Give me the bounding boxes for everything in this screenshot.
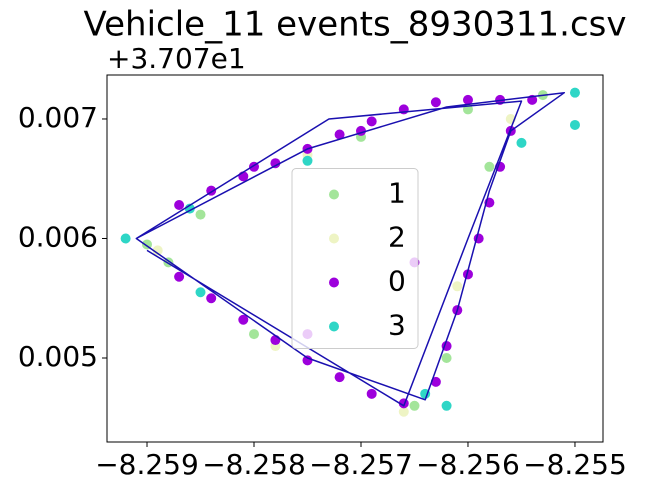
scatter-point — [270, 158, 281, 169]
track-line — [135, 91, 566, 407]
scatter-point — [366, 388, 377, 399]
scatter-point — [569, 87, 580, 98]
scatter-point — [409, 400, 420, 411]
scatter-point — [120, 233, 131, 244]
legend-marker — [329, 277, 339, 288]
scatter-point — [452, 281, 463, 292]
y-tick-label: 0.007 — [18, 101, 98, 134]
scatter-point — [206, 293, 217, 304]
legend-label: 1 — [388, 177, 406, 210]
x-tick-label: −8.256 — [416, 448, 520, 481]
scatter-point — [430, 376, 441, 387]
scatter-point — [462, 269, 473, 280]
scatter-point — [516, 137, 527, 148]
legend-box — [291, 168, 419, 349]
scatter-point — [152, 245, 163, 256]
x-tick-label: −8.258 — [202, 448, 306, 481]
scatter-point — [174, 200, 185, 211]
scatter-point — [334, 129, 345, 140]
y-offset-label: +3.707e1 — [107, 42, 246, 75]
scatter-point — [270, 335, 281, 346]
legend-marker — [329, 189, 339, 200]
scatter-point — [302, 355, 313, 366]
scatter-point — [441, 352, 452, 363]
x-tick-label: −8.259 — [95, 448, 199, 481]
chart-title: Vehicle_11 events_8930311.csv — [84, 5, 627, 45]
scatter-point — [569, 119, 580, 130]
legend-label: 3 — [388, 309, 406, 342]
legend-marker — [329, 321, 339, 332]
axes-frame — [106, 74, 604, 443]
scatter-point — [462, 94, 473, 105]
y-tick-label: 0.006 — [18, 220, 98, 253]
scatter-point — [249, 329, 260, 340]
legend-label: 2 — [388, 221, 406, 254]
y-tick-label: 0.005 — [18, 340, 98, 373]
scatter-point — [195, 287, 206, 298]
legend-label: 0 — [388, 265, 406, 298]
scatter-point — [334, 372, 345, 383]
scatter-point — [238, 314, 249, 325]
scatter-point — [484, 161, 495, 172]
scatter-point — [195, 209, 206, 220]
x-tick-label: −8.255 — [523, 448, 627, 481]
scatter-point — [441, 400, 452, 411]
scatter-point — [174, 271, 185, 282]
legend-marker — [329, 233, 339, 244]
scatter-point — [302, 155, 313, 166]
x-tick-label: −8.257 — [309, 448, 413, 481]
scatter-point — [398, 406, 409, 417]
scatter-point — [430, 97, 441, 108]
scatter-point — [366, 116, 377, 127]
